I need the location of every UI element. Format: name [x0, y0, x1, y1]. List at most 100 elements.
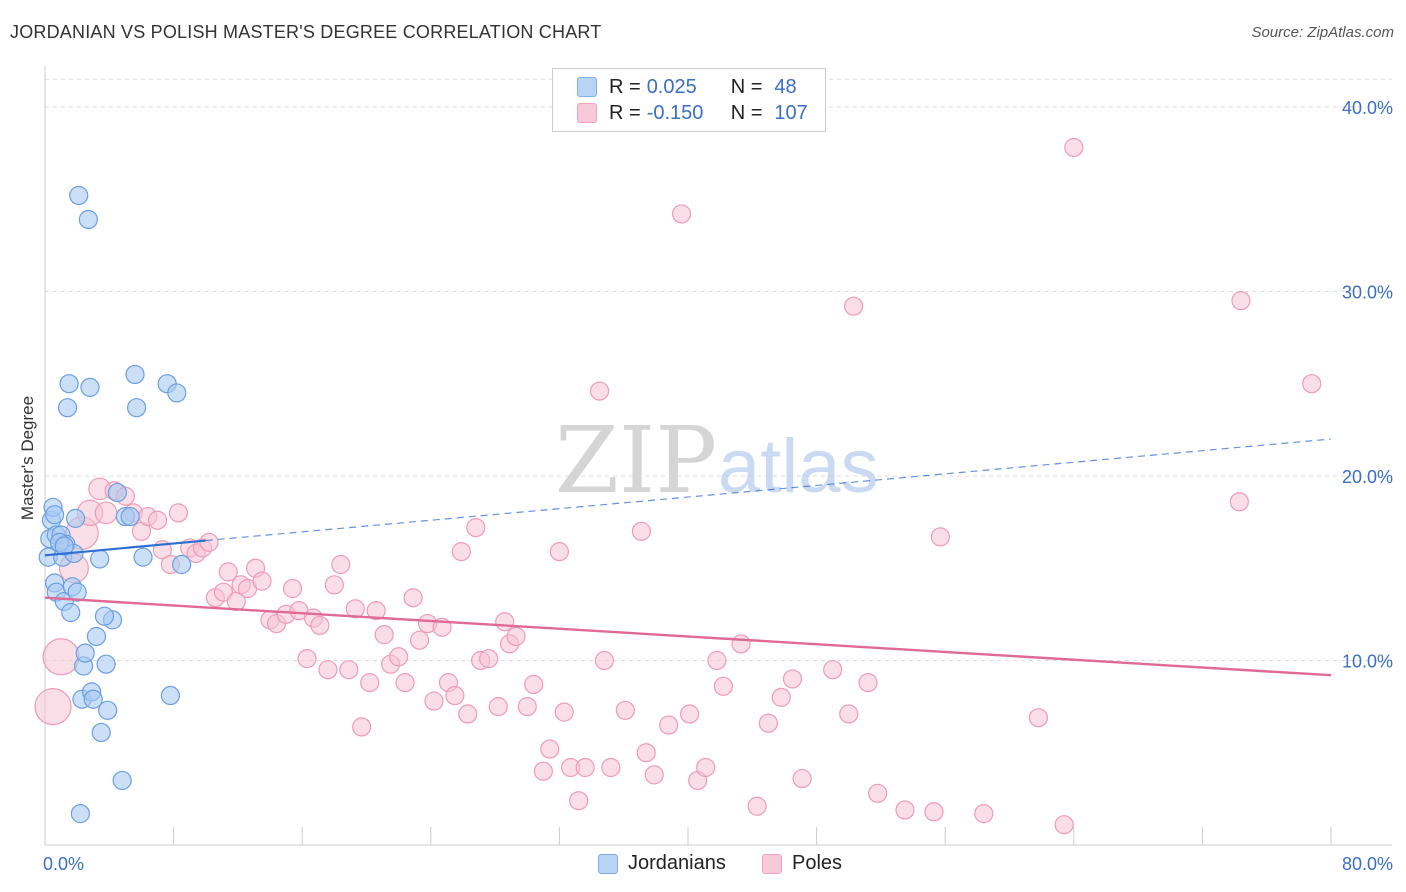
legend-r-value: 0.025	[646, 75, 697, 98]
pole-point	[339, 660, 359, 680]
jordanian-point	[112, 770, 132, 791]
pole-point	[324, 575, 344, 595]
jordanians-trend-dashed	[205, 438, 1332, 542]
pole-point	[360, 673, 380, 693]
x-tick-label: 80.0%	[1342, 854, 1393, 874]
jordanians-trend-solid	[44, 539, 206, 557]
poles-points	[34, 137, 1322, 835]
pole-point	[409, 630, 430, 650]
jordanian-point	[167, 383, 187, 403]
pole-point	[713, 676, 733, 696]
pole-point	[424, 691, 444, 711]
pole-point	[554, 702, 574, 722]
pole-point	[366, 601, 386, 621]
pole-point	[374, 625, 394, 645]
y-tick-label: 40.0%	[1342, 98, 1393, 118]
pole-point	[636, 743, 656, 763]
jordanian-point	[160, 685, 180, 706]
pole-point	[488, 697, 508, 717]
bottom-legend-swatch-poles	[762, 853, 782, 874]
pole-point	[345, 599, 365, 619]
jordanian-point	[94, 606, 115, 626]
legend-row-poles: R = -0.150 N = 107	[577, 100, 808, 126]
jordanian-point	[107, 482, 127, 503]
jordanian-point	[120, 506, 140, 527]
pole-point	[1229, 492, 1249, 512]
pole-point	[868, 783, 888, 803]
jordanian-point	[57, 398, 78, 418]
legend-r-label: R =	[609, 101, 641, 124]
pole-point	[395, 673, 415, 693]
pole-point	[213, 582, 234, 602]
pole-point	[524, 674, 544, 695]
pole-point	[389, 647, 409, 667]
watermark-atlas: atlas	[718, 424, 879, 509]
pole-point	[1028, 708, 1049, 728]
pole-point	[403, 588, 423, 608]
jordanian-point	[67, 582, 87, 602]
pole-point	[495, 612, 515, 632]
legend-n-label: N =	[730, 75, 763, 98]
pole-point	[1302, 374, 1322, 394]
pole-point	[318, 660, 338, 680]
y-tick-label: 10.0%	[1342, 651, 1393, 671]
pole-point	[282, 578, 303, 599]
pole-point	[680, 704, 700, 724]
pole-point	[533, 761, 553, 781]
pole-point	[895, 800, 915, 820]
y-tick-label: 30.0%	[1342, 282, 1393, 302]
axis-labels: 10.0% 20.0% 30.0% 40.0% 0.0% 80.0% Master's De…	[18, 98, 1393, 874]
pole-point	[644, 765, 664, 785]
jordanian-point	[98, 700, 118, 720]
jordanian-point	[133, 547, 153, 567]
jordanian-point	[90, 549, 110, 569]
pole-point	[310, 615, 330, 636]
jordanian-point	[91, 722, 111, 743]
pole-point	[594, 650, 615, 671]
pole-point	[458, 704, 478, 724]
chart-title: JORDANIAN VS POLISH MASTER'S DEGREE CORR…	[10, 22, 602, 42]
pole-point	[517, 697, 537, 717]
legend-row-jordanians: R = 0.025 N = 48	[577, 74, 797, 100]
pole-point	[445, 685, 465, 706]
watermark: ZIP atlas	[555, 407, 879, 514]
legend-r-value: -0.150	[646, 101, 704, 124]
pole-point	[631, 521, 651, 541]
bottom-legend-label-jordanians: Jordanians	[628, 852, 726, 874]
bottom-legend-label-poles: Poles	[792, 852, 843, 874]
pole-point	[758, 713, 778, 733]
pole-point	[252, 571, 272, 591]
pole-point	[601, 757, 621, 778]
jordanian-point	[61, 602, 81, 623]
pole-point	[451, 542, 471, 562]
jordanian-point	[125, 364, 145, 385]
pole-point	[924, 802, 944, 822]
pole-point	[731, 634, 751, 654]
pole-point	[747, 796, 767, 816]
jordanian-point	[78, 209, 99, 230]
pole-point	[1054, 815, 1074, 835]
pole-point	[549, 542, 570, 562]
pole-point	[615, 700, 635, 720]
pole-point	[930, 527, 950, 547]
pole-point	[479, 649, 499, 669]
pole-point	[843, 296, 864, 316]
pole-point	[540, 739, 560, 759]
pole-point	[659, 715, 679, 735]
jordanian-point	[65, 508, 86, 528]
correlation-legend: R = 0.025 N = 48 R = -0.150 N = 107	[552, 68, 826, 132]
pole-point	[1231, 291, 1251, 311]
pole-point	[168, 503, 189, 523]
pole-point	[858, 673, 878, 693]
jordanian-point	[75, 643, 95, 663]
pole-point	[199, 532, 219, 552]
legend-n-label: N =	[730, 101, 763, 124]
x-tick-label: 0.0%	[43, 854, 84, 874]
watermark-zip: ZIP	[555, 407, 717, 514]
jordanian-point	[59, 374, 79, 394]
pole-point	[42, 638, 80, 676]
legend-swatch-poles	[577, 103, 597, 123]
jordanian-point	[45, 505, 65, 525]
pole-point	[1064, 137, 1084, 158]
